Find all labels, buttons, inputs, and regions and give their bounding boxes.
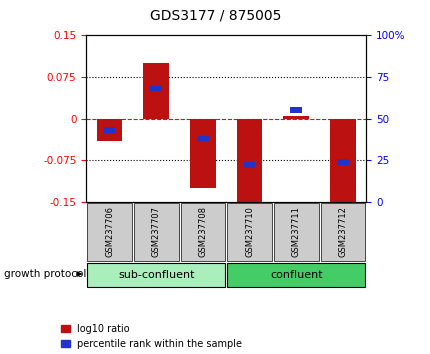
Text: GSM237710: GSM237710	[245, 206, 254, 257]
Text: confluent: confluent	[269, 270, 322, 280]
FancyBboxPatch shape	[180, 203, 225, 261]
Text: GSM237712: GSM237712	[338, 206, 347, 257]
FancyBboxPatch shape	[133, 203, 178, 261]
Bar	[96, 119, 122, 141]
Text: GDS3177 / 875005: GDS3177 / 875005	[150, 9, 280, 23]
Text: GSM237706: GSM237706	[105, 206, 114, 257]
FancyBboxPatch shape	[273, 203, 318, 261]
Text: sub-confluent: sub-confluent	[118, 270, 194, 280]
Text: GSM237711: GSM237711	[291, 206, 300, 257]
Bar	[329, 119, 355, 205]
Legend: log10 ratio, percentile rank within the sample: log10 ratio, percentile rank within the …	[61, 324, 242, 349]
FancyBboxPatch shape	[87, 203, 132, 261]
FancyBboxPatch shape	[227, 203, 271, 261]
Bar	[104, 127, 115, 133]
FancyBboxPatch shape	[87, 263, 225, 287]
Text: growth protocol: growth protocol	[4, 269, 86, 279]
Bar	[143, 63, 169, 119]
Text: GSM237708: GSM237708	[198, 206, 207, 257]
Text: GSM237707: GSM237707	[151, 206, 160, 257]
Bar	[243, 162, 255, 168]
Bar	[283, 116, 308, 119]
Bar	[190, 119, 215, 188]
Bar	[290, 108, 301, 113]
FancyBboxPatch shape	[320, 203, 365, 261]
Bar	[236, 119, 262, 205]
Bar	[150, 86, 162, 91]
FancyBboxPatch shape	[227, 263, 365, 287]
Bar	[336, 159, 348, 165]
Bar	[197, 136, 208, 141]
